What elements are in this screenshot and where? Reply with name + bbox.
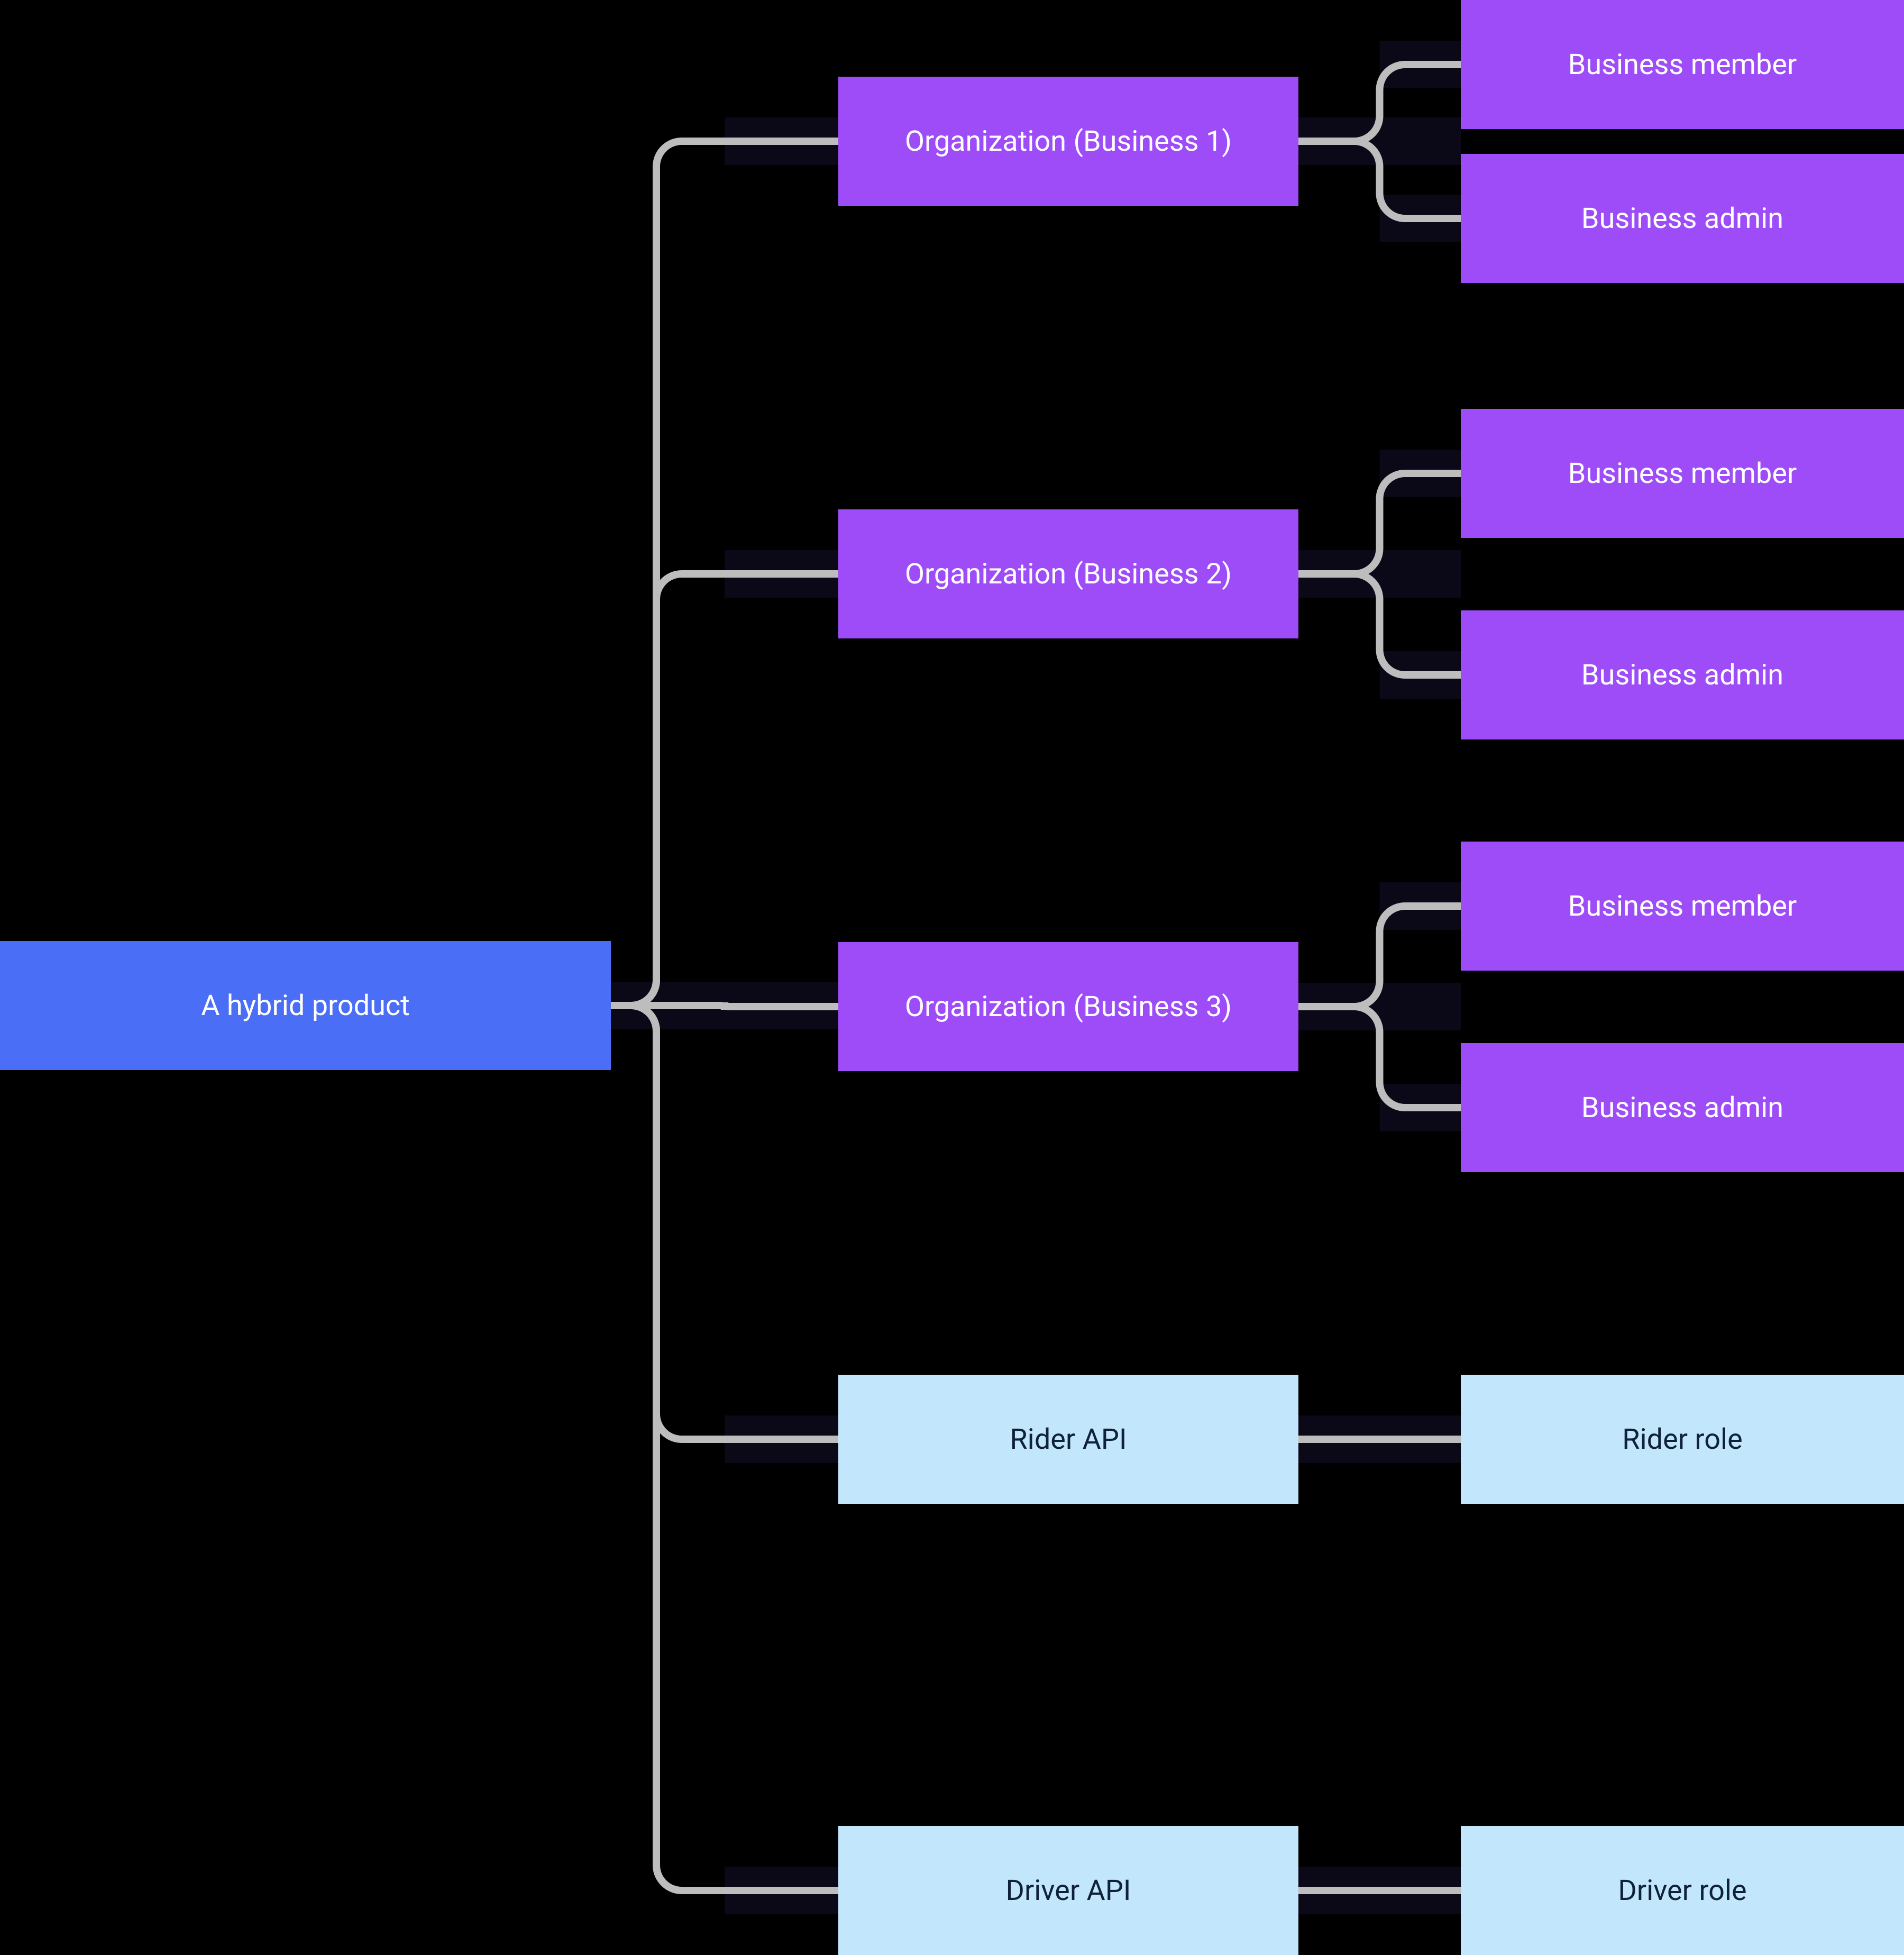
connector-halo [725, 117, 838, 165]
node-label: Business member [1568, 48, 1797, 81]
connector-halo [611, 982, 838, 1029]
node-label: Rider role [1622, 1423, 1743, 1456]
node-label: Business member [1568, 890, 1797, 923]
connector [1298, 1007, 1461, 1108]
node-rider: Rider API [838, 1375, 1298, 1504]
connector-halo [1380, 1084, 1461, 1131]
connector-halo [1380, 195, 1461, 242]
connector-halo [1298, 983, 1461, 1030]
node-root: A hybrid product [0, 941, 611, 1070]
node-label: Driver role [1618, 1874, 1746, 1907]
node-org1: Organization (Business 1) [838, 77, 1298, 206]
connector-halo [1298, 550, 1461, 598]
node-org2: Organization (Business 2) [838, 509, 1298, 638]
connector [1298, 473, 1461, 574]
connector-halo [1298, 1867, 1461, 1914]
node-b1a: Business admin [1461, 154, 1904, 283]
node-label: Business admin [1581, 1091, 1783, 1125]
node-label: Organization (Business 2) [905, 558, 1232, 591]
connector [611, 141, 838, 1006]
node-rrole: Rider role [1461, 1375, 1904, 1504]
connector [1298, 141, 1461, 218]
connector-halo [1298, 983, 1461, 1030]
connector-halo [725, 1415, 838, 1463]
node-label: Business admin [1581, 659, 1783, 692]
connector [611, 1006, 838, 1439]
node-b3m: Business member [1461, 842, 1904, 971]
node-b2m: Business member [1461, 409, 1904, 538]
node-label: Business admin [1581, 202, 1783, 235]
diagram-canvas: A hybrid product Organization (Business 1… [0, 0, 1904, 1955]
connector-halo [1380, 41, 1461, 88]
connector [1298, 574, 1461, 675]
node-driver: Driver API [838, 1826, 1298, 1955]
connector-halo [1298, 1415, 1461, 1463]
connector [611, 574, 838, 1006]
node-drole: Driver role [1461, 1826, 1904, 1955]
connector-halo [1298, 117, 1461, 165]
node-b3a: Business admin [1461, 1043, 1904, 1172]
node-b1m: Business member [1461, 0, 1904, 129]
connector-halo [611, 982, 838, 1029]
connector [1298, 65, 1461, 141]
node-label: Organization (Business 1) [905, 125, 1232, 158]
node-label: A hybrid product [201, 989, 410, 1022]
node-b2a: Business admin [1461, 610, 1904, 739]
connector-halo [1298, 550, 1461, 598]
node-label: Rider API [1010, 1423, 1127, 1456]
connector [611, 1006, 838, 1890]
node-label: Business member [1568, 457, 1797, 490]
connector-halo [611, 982, 838, 1029]
connector-halo [1380, 450, 1461, 497]
connector-halo [1298, 117, 1461, 165]
node-org3: Organization (Business 3) [838, 942, 1298, 1071]
connector-halo [1380, 882, 1461, 930]
connector-halo [611, 982, 838, 1029]
node-label: Driver API [1006, 1874, 1131, 1907]
connector-halo [1380, 651, 1461, 699]
connector [611, 1002, 838, 1010]
connector [1298, 906, 1461, 1007]
connector-halo [725, 1867, 838, 1914]
connector-halo [611, 982, 838, 1029]
connector-halo [725, 550, 838, 598]
node-label: Organization (Business 3) [905, 990, 1232, 1024]
